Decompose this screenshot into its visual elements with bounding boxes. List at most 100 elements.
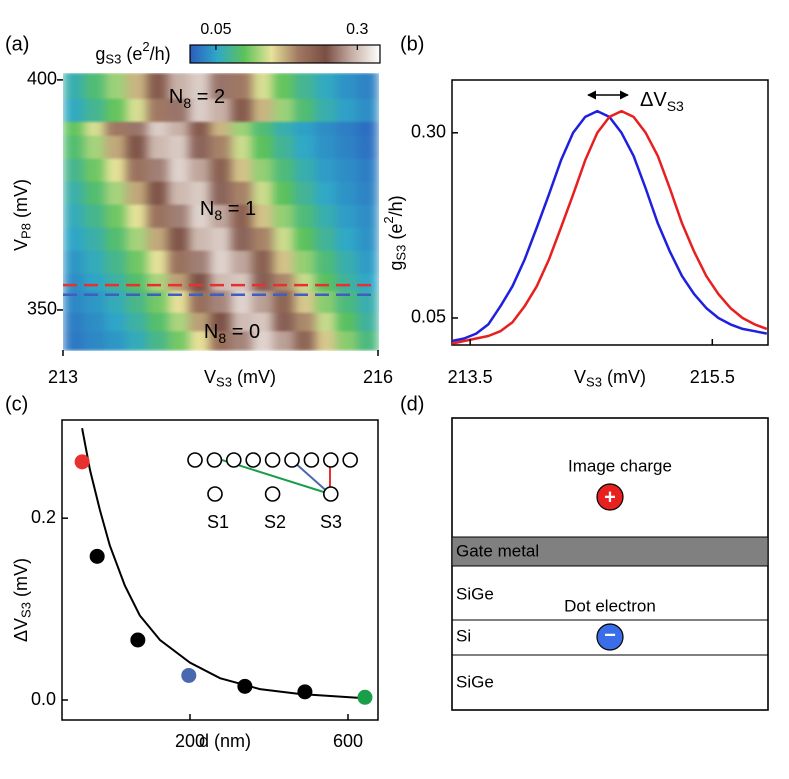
text-part: (mV): [11, 558, 31, 602]
text-part: g: [95, 44, 105, 64]
heatmap-cell: [315, 121, 337, 136]
heatmap-cell: [189, 158, 211, 182]
heatmap-cell: [126, 250, 148, 274]
heatmap-cell: [336, 204, 358, 228]
heatmap-cell: [315, 330, 337, 351]
layer-label: Gate metal: [456, 541, 539, 560]
heatmap-cell: [357, 312, 379, 332]
heatmap-cell: [315, 227, 337, 251]
heatmap-cell: [168, 330, 190, 351]
heatmap-cell: [147, 312, 169, 332]
heatmap-cell: [336, 121, 358, 136]
heatmap-cell: [231, 135, 253, 159]
text-part: /h): [150, 44, 171, 64]
text-part: (mV): [232, 367, 276, 387]
text-part: V: [204, 367, 216, 387]
heatmap-cell: [231, 250, 253, 274]
heatmap-cell: [105, 121, 127, 136]
heatmap-cell: [273, 98, 295, 122]
heatmap-cell: [84, 181, 106, 205]
heatmap-cell: [294, 273, 316, 291]
heatmap-cell: [294, 250, 316, 274]
heatmap-cell: [147, 227, 169, 251]
heatmap-cell: [231, 121, 253, 136]
heatmap-cell: [126, 73, 148, 99]
text-part: S3: [394, 245, 409, 261]
heatmap-cell: [84, 330, 106, 351]
inset-label: S2: [264, 512, 286, 532]
heatmap-cell: [273, 121, 295, 136]
plot-frame: [451, 79, 769, 346]
heatmap-cell: [336, 227, 358, 251]
heatmap-cell: [147, 135, 169, 159]
heatmap-cell: [189, 135, 211, 159]
text-part: S3: [586, 375, 602, 390]
heatmap-cell: [63, 250, 85, 274]
x-tick-label: 600: [333, 731, 363, 751]
heatmap-cell: [252, 121, 274, 136]
link-line: [293, 461, 331, 495]
text-part: S3: [667, 98, 684, 114]
y-tick-label: 350: [27, 299, 57, 319]
dot: [284, 452, 300, 468]
heatmap-cell: [105, 98, 127, 122]
heatmap-cell: [84, 204, 106, 228]
heatmap-cell: [63, 204, 85, 228]
heatmap-cell: [252, 312, 274, 332]
data-point: [297, 684, 313, 700]
heatmap-cell: [147, 273, 169, 291]
link-line: [221, 459, 331, 495]
heatmap-cell: [357, 250, 379, 274]
heatmap-cell: [189, 204, 211, 228]
heatmap-cell: [357, 73, 379, 99]
heatmap-cell: [315, 73, 337, 99]
charge-sign: −: [604, 624, 616, 646]
heatmap-cell: [273, 250, 295, 274]
heatmap-cell: [315, 135, 337, 159]
heatmap-cell: [84, 312, 106, 332]
heatmap-cell: [357, 98, 379, 122]
dot: [226, 452, 242, 468]
data-point: [237, 678, 253, 694]
heatmap-cell: [147, 158, 169, 182]
heatmap-cell: [63, 227, 85, 251]
text-part: (e: [386, 224, 406, 245]
text-part: V: [11, 239, 31, 251]
heatmap-cell: [273, 312, 295, 332]
heatmap-cell: [105, 273, 127, 291]
heatmap-cell: [105, 227, 127, 251]
heatmap-cell: [105, 250, 127, 274]
dot-electron-label: Dot electron: [564, 596, 656, 615]
data-line: [451, 109, 768, 343]
heatmap-cell: [63, 330, 85, 351]
text-part: (mV): [602, 367, 646, 387]
heatmap-cell: [210, 273, 232, 291]
layer-diagram: [451, 417, 769, 711]
region-label: N8 = 1: [200, 198, 256, 222]
gate-metal-layer: [451, 536, 769, 567]
heatmap-cell: [273, 73, 295, 99]
text-part: = 1: [222, 198, 256, 220]
heatmap-cell: [63, 135, 85, 159]
heatmap-cell: [273, 227, 295, 251]
heatmap-cell: [63, 158, 85, 182]
x-tick-label: 215.5: [690, 367, 735, 387]
y-tick-label: 0.2: [31, 507, 56, 527]
heatmap-cell: [273, 330, 295, 351]
text-part: ΔV: [11, 618, 31, 642]
sensor: [322, 486, 339, 502]
heatmap-cell: [168, 181, 190, 205]
text-part: S3: [19, 602, 34, 618]
heatmap-cell: [210, 181, 232, 205]
heatmap-cell: [126, 227, 148, 251]
y-tick-label: 0.05: [411, 307, 446, 327]
text-part: 2: [142, 39, 149, 54]
y-axis-label: gS3 (e2/h): [381, 195, 409, 270]
heatmap-cell: [189, 181, 211, 205]
heatmap-cell: [357, 273, 379, 291]
heatmap-cell: [315, 98, 337, 122]
heatmap-cell: [231, 98, 253, 122]
heatmap-cell: [294, 181, 316, 205]
sensor: [264, 486, 281, 502]
heatmap-cell: [63, 121, 85, 136]
